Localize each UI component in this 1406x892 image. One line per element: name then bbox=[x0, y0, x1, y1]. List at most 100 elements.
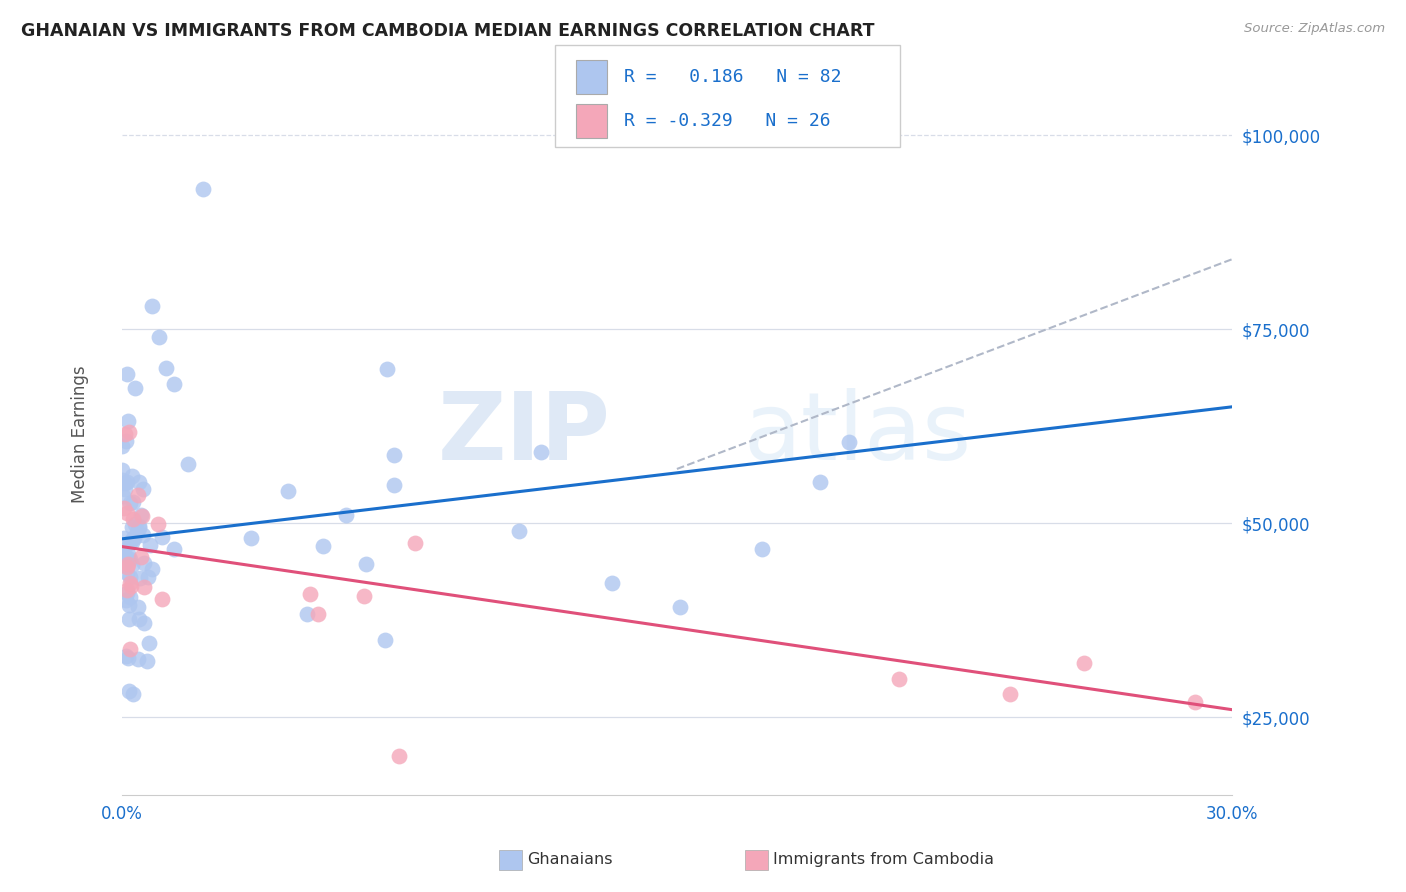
Point bbox=[118, 553, 141, 567]
Point bbox=[163, 542, 186, 557]
Point bbox=[382, 448, 405, 462]
Point bbox=[114, 426, 136, 441]
Point bbox=[312, 539, 335, 553]
Point bbox=[887, 672, 910, 686]
Point bbox=[124, 381, 146, 395]
Point bbox=[128, 518, 150, 533]
Text: Ghanaians: Ghanaians bbox=[527, 853, 613, 867]
Text: Source: ZipAtlas.com: Source: ZipAtlas.com bbox=[1244, 22, 1385, 36]
Point bbox=[120, 576, 142, 591]
Point bbox=[117, 566, 139, 581]
Point bbox=[277, 483, 299, 498]
Text: Immigrants from Cambodia: Immigrants from Cambodia bbox=[773, 853, 994, 867]
Point bbox=[120, 590, 142, 604]
Point bbox=[115, 506, 138, 520]
Point bbox=[354, 558, 377, 572]
Point bbox=[114, 593, 136, 607]
Point bbox=[998, 687, 1021, 701]
Point bbox=[114, 434, 136, 449]
Point bbox=[141, 299, 163, 313]
Point bbox=[117, 547, 139, 561]
Y-axis label: Median Earnings: Median Earnings bbox=[70, 365, 89, 503]
Point bbox=[118, 612, 141, 626]
Point bbox=[404, 535, 426, 549]
Point bbox=[148, 516, 170, 531]
Point bbox=[118, 641, 141, 656]
Point bbox=[353, 590, 375, 604]
Text: ZIP: ZIP bbox=[437, 388, 610, 480]
Point bbox=[121, 495, 143, 509]
Point bbox=[121, 531, 143, 545]
Point bbox=[122, 687, 145, 701]
Point bbox=[129, 508, 152, 522]
Point bbox=[131, 508, 153, 523]
Point bbox=[138, 570, 160, 584]
Point bbox=[132, 483, 155, 497]
Point bbox=[374, 633, 396, 648]
Point bbox=[118, 496, 141, 510]
Point bbox=[141, 562, 163, 576]
Point bbox=[508, 524, 530, 538]
Text: R = -0.329   N = 26: R = -0.329 N = 26 bbox=[624, 112, 831, 130]
Point bbox=[335, 508, 357, 523]
Point bbox=[129, 549, 152, 564]
Point bbox=[115, 585, 138, 599]
Point bbox=[114, 483, 136, 497]
Point bbox=[600, 575, 623, 590]
Point bbox=[751, 542, 773, 557]
Point bbox=[118, 552, 141, 566]
Point bbox=[120, 534, 142, 549]
Point bbox=[118, 425, 141, 440]
Text: GHANAIAN VS IMMIGRANTS FROM CAMBODIA MEDIAN EARNINGS CORRELATION CHART: GHANAIAN VS IMMIGRANTS FROM CAMBODIA MED… bbox=[21, 22, 875, 40]
Point bbox=[193, 182, 215, 196]
Point bbox=[530, 445, 553, 459]
Point bbox=[118, 598, 141, 612]
Point bbox=[138, 636, 160, 650]
Point bbox=[125, 524, 148, 539]
Point bbox=[124, 531, 146, 545]
Point bbox=[114, 475, 136, 490]
Point bbox=[111, 489, 134, 503]
Point bbox=[111, 463, 134, 477]
Point bbox=[177, 458, 200, 472]
Point bbox=[117, 651, 139, 665]
Point bbox=[148, 330, 170, 344]
Point bbox=[155, 361, 177, 376]
Point bbox=[838, 435, 860, 450]
Point bbox=[295, 607, 318, 621]
Point bbox=[112, 543, 135, 558]
Point bbox=[117, 557, 139, 571]
Point bbox=[298, 587, 321, 601]
Point bbox=[115, 560, 138, 574]
Point bbox=[382, 478, 405, 492]
Point bbox=[117, 475, 139, 489]
Point bbox=[128, 612, 150, 626]
Point bbox=[111, 439, 134, 453]
Point bbox=[138, 538, 160, 552]
Point bbox=[121, 579, 143, 593]
Point bbox=[150, 592, 173, 607]
Point bbox=[132, 556, 155, 570]
Point bbox=[127, 651, 149, 665]
Point bbox=[668, 600, 690, 615]
Point bbox=[114, 648, 136, 663]
Point bbox=[134, 580, 156, 594]
Point bbox=[808, 475, 831, 489]
Point bbox=[122, 512, 145, 526]
Point bbox=[136, 654, 159, 668]
Point bbox=[121, 520, 143, 534]
Point bbox=[117, 414, 139, 428]
Point bbox=[132, 616, 155, 631]
Point bbox=[375, 362, 398, 376]
Point bbox=[1184, 695, 1206, 709]
Point bbox=[1073, 656, 1095, 670]
Point bbox=[124, 517, 146, 532]
Point bbox=[112, 531, 135, 545]
Point bbox=[132, 528, 155, 542]
Point bbox=[128, 475, 150, 490]
Point bbox=[150, 530, 173, 544]
Point bbox=[128, 521, 150, 535]
Point bbox=[121, 534, 143, 549]
Point bbox=[163, 376, 186, 391]
Text: atlas: atlas bbox=[744, 388, 972, 480]
